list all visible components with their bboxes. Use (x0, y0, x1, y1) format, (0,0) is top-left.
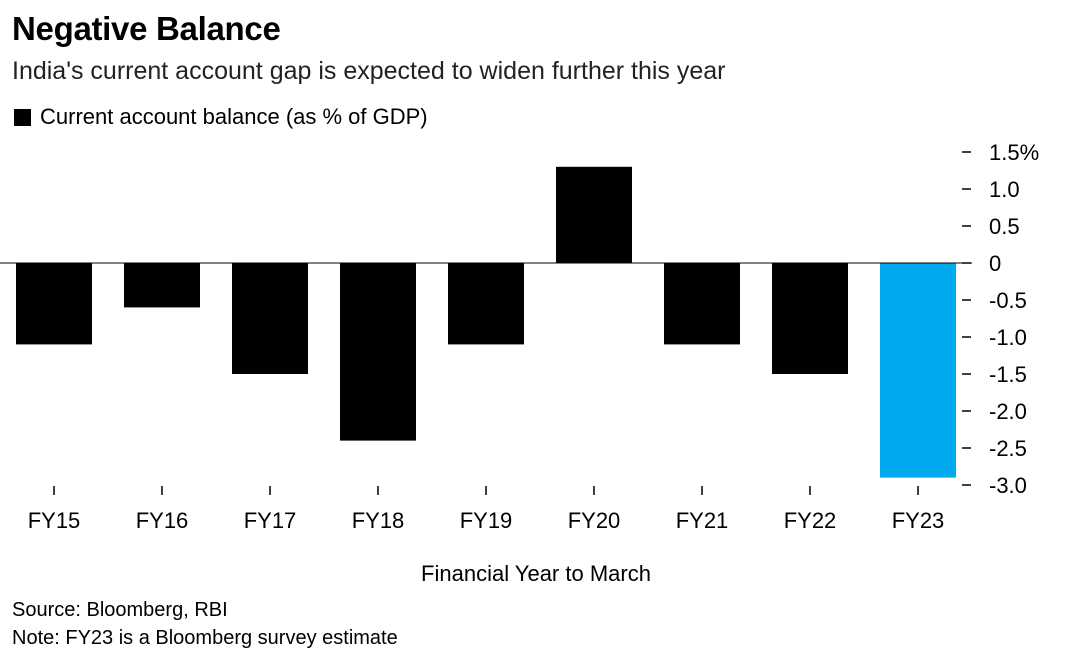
y-tick-label: -3.0 (989, 473, 1027, 498)
y-tick-label: -1.5 (989, 362, 1027, 387)
y-tick-label: 0.5 (989, 214, 1020, 239)
y-tick-label: 0 (989, 251, 1001, 276)
x-tick-label-fy19: FY19 (460, 508, 513, 533)
x-tick-label-fy21: FY21 (676, 508, 729, 533)
bar-fy17 (232, 263, 308, 374)
y-tick-label: -0.5 (989, 288, 1027, 313)
source-note: Source: Bloomberg, RBI (12, 599, 228, 621)
chart-subtitle: India's current account gap is expected … (12, 57, 726, 85)
bar-fy18 (340, 263, 416, 441)
chart-title: Negative Balance (12, 10, 281, 47)
y-tick-label: -2.5 (989, 436, 1027, 461)
y-tick-label: 1.0 (989, 177, 1020, 202)
bar-fy23 (880, 263, 956, 478)
x-tick-label-fy18: FY18 (352, 508, 405, 533)
x-tick-label-fy16: FY16 (136, 508, 189, 533)
footnote: Note: FY23 is a Bloomberg survey estimat… (12, 627, 398, 649)
y-tick-label: -2.0 (989, 399, 1027, 424)
x-tick-label-fy20: FY20 (568, 508, 621, 533)
legend-label: Current account balance (as % of GDP) (40, 104, 428, 129)
legend: Current account balance (as % of GDP) (14, 104, 428, 130)
bar-fy21 (664, 263, 740, 345)
y-tick-label: 1.5% (989, 140, 1039, 165)
x-tick-label-fy23: FY23 (892, 508, 945, 533)
bar-fy19 (448, 263, 524, 345)
y-tick-label: -1.0 (989, 325, 1027, 350)
legend-swatch (14, 108, 31, 126)
bar-fy15 (16, 263, 92, 345)
x-tick-label-fy15: FY15 (28, 508, 81, 533)
x-axis-title: Financial Year to March (421, 561, 651, 586)
bar-fy20 (556, 166, 632, 263)
x-tick-label-fy17: FY17 (244, 508, 297, 533)
bar-fy22 (772, 263, 848, 374)
x-tick-label-fy22: FY22 (784, 508, 837, 533)
bar-fy16 (124, 263, 200, 308)
